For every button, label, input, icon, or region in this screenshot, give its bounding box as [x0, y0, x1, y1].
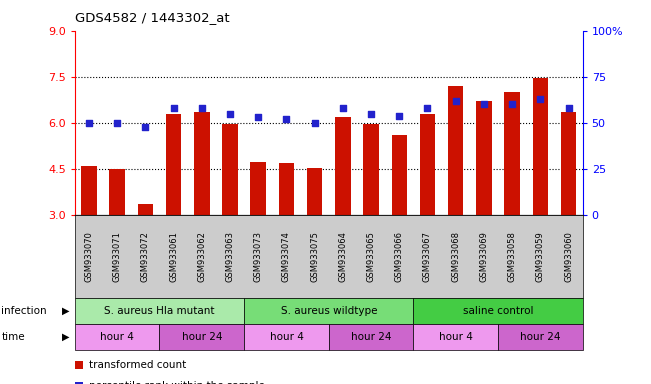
Text: GSM933060: GSM933060 — [564, 231, 573, 282]
Bar — [251, 162, 266, 215]
Text: GSM933069: GSM933069 — [479, 231, 488, 282]
Text: hour 4: hour 4 — [270, 332, 303, 342]
Bar — [420, 114, 436, 215]
Bar — [137, 204, 153, 215]
Bar — [279, 164, 294, 215]
Text: GSM933064: GSM933064 — [339, 231, 348, 282]
Bar — [476, 101, 492, 215]
Text: hour 24: hour 24 — [351, 332, 391, 342]
Bar — [222, 124, 238, 215]
Text: ▶: ▶ — [62, 306, 70, 316]
Bar — [505, 92, 520, 215]
Point — [140, 124, 150, 130]
Text: transformed count: transformed count — [89, 360, 186, 370]
Text: percentile rank within the sample: percentile rank within the sample — [89, 381, 264, 384]
Bar — [307, 168, 322, 215]
Point — [84, 120, 94, 126]
Point — [112, 120, 122, 126]
Bar — [335, 117, 351, 215]
Bar — [561, 112, 576, 215]
Point — [366, 111, 376, 117]
Bar — [363, 124, 379, 215]
Text: time: time — [1, 332, 25, 342]
Point — [281, 116, 292, 122]
Point — [309, 120, 320, 126]
Text: hour 4: hour 4 — [100, 332, 134, 342]
Point — [478, 101, 489, 108]
Point — [225, 111, 235, 117]
Point — [507, 101, 518, 108]
Text: GSM933066: GSM933066 — [395, 231, 404, 282]
Point — [197, 105, 207, 111]
Text: GSM933059: GSM933059 — [536, 231, 545, 282]
Text: GSM933063: GSM933063 — [225, 231, 234, 282]
Text: GSM933074: GSM933074 — [282, 231, 291, 282]
Text: GSM933075: GSM933075 — [310, 231, 319, 282]
Point — [563, 105, 574, 111]
Text: GSM933058: GSM933058 — [508, 231, 517, 282]
Text: GSM933071: GSM933071 — [113, 231, 122, 282]
Bar — [194, 112, 210, 215]
Text: GSM933062: GSM933062 — [197, 231, 206, 282]
Bar — [391, 135, 407, 215]
Text: hour 4: hour 4 — [439, 332, 473, 342]
Text: infection: infection — [1, 306, 47, 316]
Point — [253, 114, 264, 121]
Point — [450, 98, 461, 104]
Bar — [109, 169, 125, 215]
Text: hour 24: hour 24 — [182, 332, 222, 342]
Text: saline control: saline control — [463, 306, 533, 316]
Text: GDS4582 / 1443302_at: GDS4582 / 1443302_at — [75, 12, 230, 25]
Point — [338, 105, 348, 111]
Text: GSM933065: GSM933065 — [367, 231, 376, 282]
Text: GSM933072: GSM933072 — [141, 231, 150, 282]
Text: hour 24: hour 24 — [520, 332, 561, 342]
Point — [169, 105, 179, 111]
Text: S. aureus Hla mutant: S. aureus Hla mutant — [104, 306, 215, 316]
Point — [535, 96, 546, 102]
Bar — [448, 86, 464, 215]
Text: GSM933067: GSM933067 — [423, 231, 432, 282]
Text: GSM933073: GSM933073 — [254, 231, 263, 282]
Bar — [81, 166, 97, 215]
Text: GSM933070: GSM933070 — [85, 231, 94, 282]
Text: GSM933061: GSM933061 — [169, 231, 178, 282]
Point — [422, 105, 433, 111]
Text: GSM933068: GSM933068 — [451, 231, 460, 282]
Bar — [533, 78, 548, 215]
Point — [394, 113, 404, 119]
Text: ▶: ▶ — [62, 332, 70, 342]
Text: S. aureus wildtype: S. aureus wildtype — [281, 306, 377, 316]
Bar — [166, 114, 182, 215]
